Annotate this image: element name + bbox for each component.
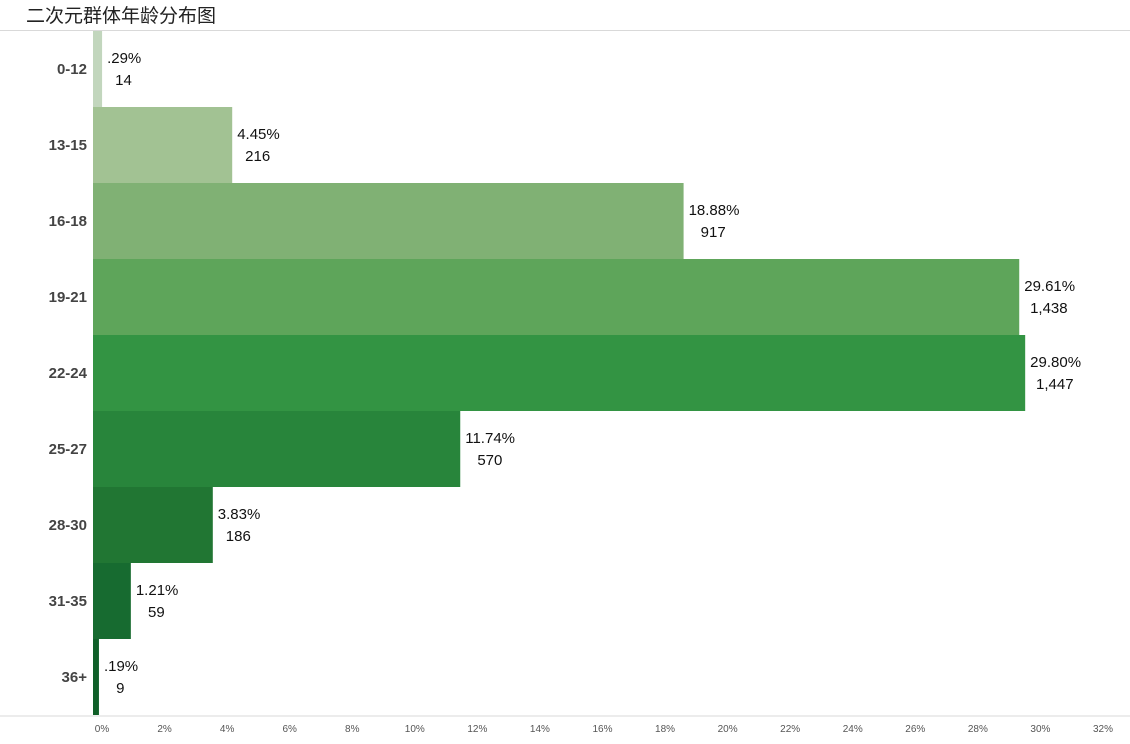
x-tick-label-10: 20% <box>718 724 738 735</box>
category-labels-group: 0-12 13-15 16-18 19-21 22-24 25-27 28-30 31-35 3… <box>49 61 88 686</box>
x-tick-label-4: 8% <box>345 724 360 735</box>
chart-title: 二次元群体年龄分布图 <box>26 5 217 27</box>
count-label-2: 917 <box>701 224 726 241</box>
x-tick-label-2: 4% <box>220 724 235 735</box>
category-label-1: 13-15 <box>49 137 87 154</box>
bar-7 <box>93 563 131 639</box>
percent-label-7: 1.21% <box>136 582 179 599</box>
count-label-4: 1,447 <box>1036 376 1074 393</box>
bars-group <box>93 31 1026 715</box>
count-label-3: 1,438 <box>1030 300 1068 317</box>
bar-4 <box>93 335 1026 411</box>
category-label-3: 19-21 <box>49 289 87 306</box>
bar-5 <box>93 411 461 487</box>
title-divider <box>0 30 1130 31</box>
x-axis-ticks-group: 0% 2% 4% 6% 8% 10% 12% 14% 16% 18% 20% 22% 24% 26% 28%… <box>95 724 1113 735</box>
category-label-7: 31-35 <box>49 593 87 610</box>
x-tick-label-11: 22% <box>780 724 800 735</box>
x-tick-label-15: 30% <box>1030 724 1050 735</box>
data-labels-group: .29% 14 4.45% 216 18.88% 917 29.61% 1,438 29.80%… <box>104 50 1081 697</box>
count-label-1: 216 <box>245 148 270 165</box>
bar-6 <box>93 487 213 563</box>
category-label-6: 28-30 <box>49 517 87 534</box>
percent-label-2: 18.88% <box>689 202 740 219</box>
category-label-0: 0-12 <box>57 61 87 78</box>
bar-0 <box>93 31 103 107</box>
percent-label-5: 11.74% <box>465 430 515 447</box>
percent-label-0: .29% <box>107 50 141 67</box>
percent-label-1: 4.45% <box>237 126 280 143</box>
x-tick-label-5: 10% <box>405 724 425 735</box>
count-label-7: 59 <box>148 604 165 621</box>
count-label-5: 570 <box>477 452 502 469</box>
bar-2 <box>93 183 684 259</box>
bar-1 <box>93 107 233 183</box>
category-label-8: 36+ <box>62 669 88 686</box>
x-tick-label-14: 28% <box>968 724 988 735</box>
bar-8 <box>93 639 99 715</box>
percent-label-8: .19% <box>104 658 138 675</box>
x-tick-label-6: 12% <box>467 724 487 735</box>
percent-label-6: 3.83% <box>218 506 261 523</box>
category-label-4: 22-24 <box>49 365 88 382</box>
x-tick-label-12: 24% <box>843 724 863 735</box>
count-label-0: 14 <box>115 72 132 89</box>
x-tick-label-0: 0% <box>95 724 110 735</box>
percent-label-4: 29.80% <box>1030 354 1081 371</box>
category-label-5: 25-27 <box>49 441 87 458</box>
x-tick-label-16: 32% <box>1093 724 1113 735</box>
x-tick-label-13: 26% <box>905 724 925 735</box>
x-tick-label-7: 14% <box>530 724 550 735</box>
percent-label-3: 29.61% <box>1024 278 1075 295</box>
bar-3 <box>93 259 1020 335</box>
count-label-6: 186 <box>226 528 251 545</box>
category-label-2: 16-18 <box>49 213 87 230</box>
count-label-8: 9 <box>116 680 124 697</box>
x-tick-label-3: 6% <box>282 724 297 735</box>
x-tick-label-8: 16% <box>592 724 612 735</box>
x-tick-label-1: 2% <box>157 724 172 735</box>
x-tick-label-9: 18% <box>655 724 675 735</box>
